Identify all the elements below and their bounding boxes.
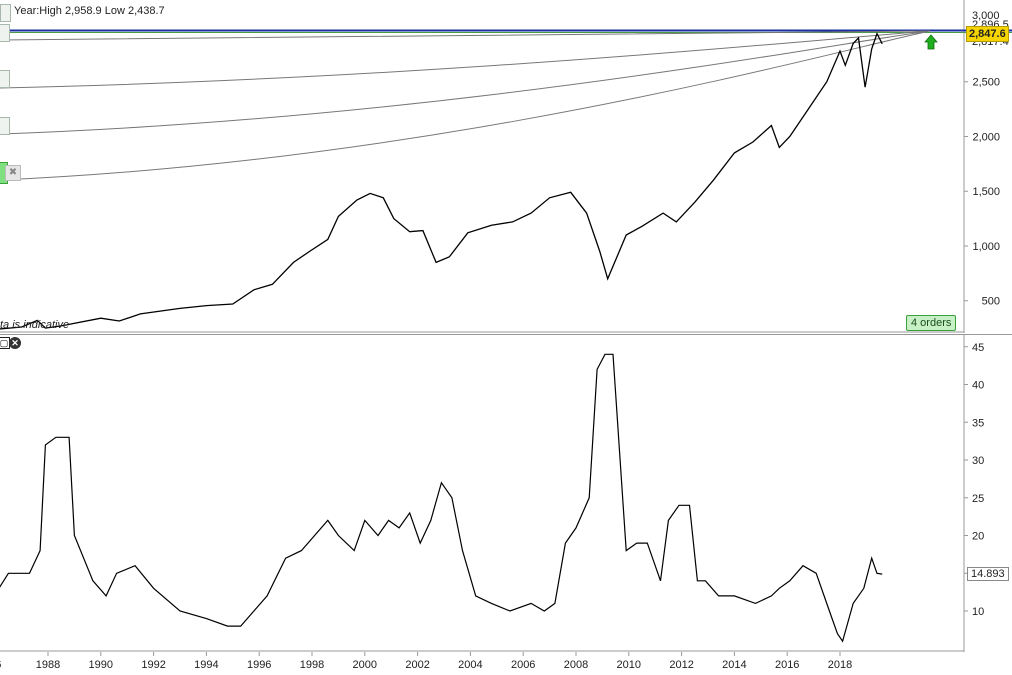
x-tick-label: 1990 xyxy=(89,659,113,671)
current-price-label: 2,847.6 xyxy=(966,26,1009,42)
price-y-tick-label: 2,500 xyxy=(972,77,1000,89)
year-range-text: Year:High 2,958.9 Low 2,438.7 xyxy=(14,5,165,17)
x-tick-label: 1988 xyxy=(36,659,60,671)
tab-button-icon[interactable] xyxy=(0,4,11,22)
panel-tab-button[interactable] xyxy=(0,117,10,135)
price-y-tick-label: 1,000 xyxy=(972,241,1000,253)
indicator-y-tick-label: 40 xyxy=(972,380,984,392)
panel-tab-button[interactable] xyxy=(0,24,10,42)
close-icon[interactable]: ✖ xyxy=(5,165,21,181)
x-tick-label: 2006 xyxy=(511,659,535,671)
indicator-y-tick-label: 35 xyxy=(972,417,984,429)
x-tick-label: 86 xyxy=(0,659,1,671)
price-y-tick-label: 1,500 xyxy=(972,186,1000,198)
price-y-tick-label: 2,000 xyxy=(972,131,1000,143)
indicator-y-tick-label: 25 xyxy=(972,493,984,505)
x-tick-label: 2014 xyxy=(722,659,746,671)
x-ticks: 86 1988 1990 1992 1994 1996 1998 2000 2002 2004 20… xyxy=(0,652,852,671)
x-tick-label: 2004 xyxy=(458,659,482,671)
x-axis: 86 1988 1990 1992 1994 1996 1998 2000 2002 2004 20… xyxy=(0,652,852,671)
x-tick-label: 2010 xyxy=(617,659,641,671)
arc-line xyxy=(0,30,931,135)
x-tick-label: 1998 xyxy=(300,659,324,671)
x-tick-label: 2018 xyxy=(828,659,852,671)
indicator-y-tick-label: 10 xyxy=(972,606,984,618)
x-tick-label: 2002 xyxy=(405,659,429,671)
x-tick-label: 1994 xyxy=(194,659,218,671)
up-arrow-icon xyxy=(924,34,938,50)
x-tick-label: 2000 xyxy=(353,659,377,671)
indicator-line xyxy=(0,353,883,643)
header-tab-icon[interactable] xyxy=(0,4,11,22)
x-tick-label: 2016 xyxy=(775,659,799,671)
indicator-y-tick-label: 20 xyxy=(972,531,984,543)
price-y-tick-label: 500 xyxy=(982,296,1000,308)
indicator-chart: 1015202530354045 xyxy=(0,334,1012,652)
indicator-y-tick-label: 30 xyxy=(972,455,984,467)
x-tick-label: 1992 xyxy=(141,659,165,671)
price-y-ticks: 500 1,000 1,500 2,000 2,500 xyxy=(964,77,1000,308)
orders-badge[interactable]: 4 orders xyxy=(906,315,957,331)
close-icon[interactable]: ✕ xyxy=(9,337,21,349)
arc-line xyxy=(0,30,931,181)
panel-tab-button[interactable] xyxy=(0,70,10,88)
data-disclaimer: ta is indicative xyxy=(0,319,70,331)
x-tick-label: 1996 xyxy=(247,659,271,671)
indicator-series xyxy=(0,353,883,643)
x-tick-label: 2012 xyxy=(669,659,693,671)
x-tick-label: 2008 xyxy=(564,659,588,671)
price-series xyxy=(0,31,883,330)
tick-label: 3,000 xyxy=(972,10,1000,22)
arc-line xyxy=(0,30,931,89)
current-indicator-label: 14.893 xyxy=(967,567,1009,581)
price-line xyxy=(0,31,883,330)
indicator-y-tick-label: 45 xyxy=(972,342,984,354)
